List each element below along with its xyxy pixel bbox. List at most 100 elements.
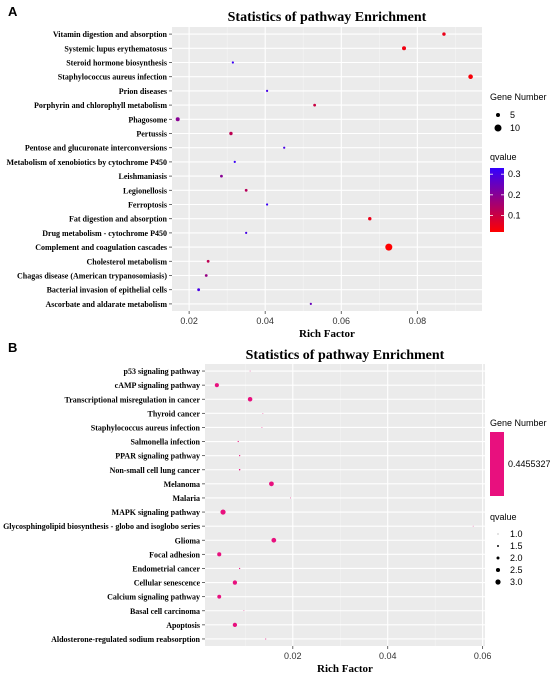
size-legend-label: 10 [510,123,520,133]
size-legend-title: Gene Number [490,92,547,102]
y-tick-label: Thyroid cancer [147,409,200,418]
data-point [271,537,277,543]
y-tick-label: Metabolism of xenobiotics by cytochrome … [7,158,168,167]
color-legend-title: qvalue [490,152,517,162]
size-legend-key [496,556,500,560]
data-point [239,455,241,457]
y-tick-label: Chagas disease (American trypanosomiasis… [17,272,167,281]
colorbar [490,168,504,232]
y-tick-label: Aldosterone-regulated sodium reabsorptio… [51,635,200,644]
data-point [265,638,267,640]
data-point [265,89,269,92]
size-legend-label: 1.5 [510,541,523,551]
data-point [249,370,251,372]
y-tick-label: Prion diseases [119,87,167,96]
data-point [468,74,473,79]
data-point [442,32,446,36]
data-point [197,288,201,292]
colorbar-tick-label: 0.1 [508,210,521,220]
y-tick-label: Glioma [175,536,200,545]
y-tick-label: Basal cell carcinoma [130,607,200,616]
y-tick-label: Porphyrin and chlorophyll metabolism [34,101,167,110]
y-tick-label: Salmonella infection [130,438,200,447]
chart-title: Statistics of pathway Enrichment [246,348,445,363]
y-tick-label: Ferroptosis [128,201,167,210]
x-tick-label: 0.06 [332,316,350,326]
data-point [229,131,233,136]
y-tick-label: Systemic lupus erythematosus [64,44,167,53]
y-tick-label: Apoptosis [166,621,200,630]
y-tick-label: MAPK signaling pathway [112,508,200,517]
panel-label: A [8,4,18,19]
size-legend-key [497,533,499,535]
data-point [232,580,238,585]
panel-label: B [8,340,17,355]
data-point [269,481,274,487]
size-legend-key [494,124,502,132]
data-point [290,497,291,499]
size-legend-key [495,579,501,585]
chart-panel-a: A Statistics of pathway Enrichment Vitamin… [7,4,547,340]
y-tick-label: Fat digestion and absorption [69,215,168,224]
y-tick-label: Bacterial invasion of epithelial cells [47,286,167,295]
size-legend-label: 1.0 [510,529,523,539]
color-legend-title: Gene Number [490,418,547,428]
plot-background [172,27,482,311]
data-point [265,203,269,206]
colorbar-tick-label: 0.4455327 [508,459,550,469]
data-point [220,174,223,178]
y-tick-label: Leishmaniasis [119,172,167,181]
y-tick-label: Steroid hormone biosynthesis [66,59,167,68]
y-tick-label: Glycosphingolipid biosynthesis - globo a… [3,522,200,531]
y-tick-label: Legionellosis [123,186,167,195]
data-point [368,217,372,221]
data-point [385,243,393,251]
data-point [472,525,474,527]
data-point [402,46,407,51]
data-point [239,567,241,570]
data-point [206,259,210,263]
data-point [313,103,317,107]
data-point [237,440,239,443]
chart-title: Statistics of pathway Enrichment [228,10,427,25]
x-tick-label: 0.04 [379,651,397,661]
y-tick-label: Malaria [172,494,200,503]
data-point [238,469,241,471]
x-axis-label: Rich Factor [317,663,373,674]
data-point [175,117,180,122]
plot-background [205,364,485,646]
data-point [231,61,234,64]
size-legend-label: 2.5 [510,565,523,575]
y-tick-label: Pertussis [136,130,167,139]
y-tick-label: Ascorbate and aldarate metabolism [45,300,167,309]
x-tick-label: 0.08 [409,316,427,326]
colorbar-tick-label: 0.2 [508,190,521,200]
data-point [243,610,245,612]
y-tick-label: cAMP signaling pathway [115,381,200,390]
x-tick-label: 0.04 [256,316,274,326]
size-legend-key [496,113,500,117]
x-tick-label: 0.02 [180,316,198,326]
y-tick-label: Staphylococcus aureus infection [91,423,201,432]
size-legend-label: 2.0 [510,553,523,563]
size-legend-key [497,545,499,547]
size-legend-label: 5 [510,110,515,120]
data-point [214,383,219,388]
chart-panel-b: B Statistics of pathway Enrichment p53 sig… [3,340,550,674]
y-tick-label: Staphylococcus aureus infection [58,73,168,82]
data-point [245,231,248,234]
y-tick-label: p53 signaling pathway [124,367,200,376]
y-tick-label: Melanoma [164,480,200,489]
y-tick-label: Phagosome [128,115,167,124]
data-point [217,552,222,557]
y-tick-label: Calcium signaling pathway [107,593,200,602]
data-point [247,396,253,402]
y-tick-label: Vitamin digestion and absorption [53,30,168,39]
y-tick-label: Complement and coagulation cascades [35,243,167,252]
size-legend-key [495,567,501,573]
y-tick-label: Cholesterol metabolism [86,257,167,266]
y-tick-label: Transcriptional misregulation in cancer [65,395,201,404]
x-axis-label: Rich Factor [299,328,355,340]
y-tick-label: PPAR signaling pathway [115,452,200,461]
